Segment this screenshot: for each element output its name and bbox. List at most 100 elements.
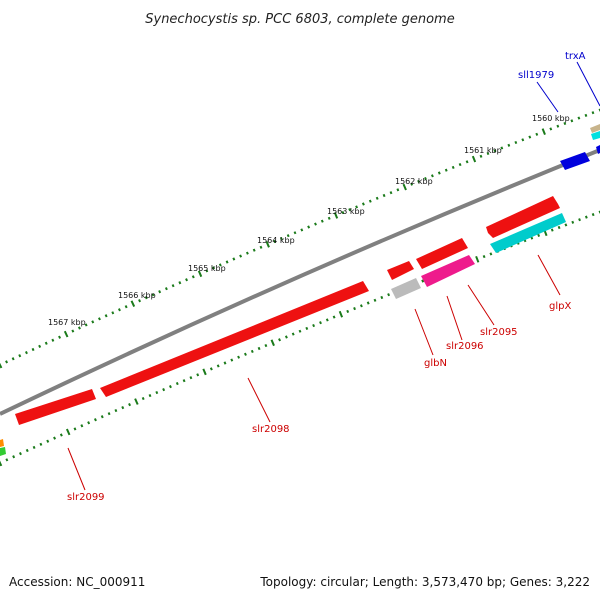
scale-tick-inner: [332, 315, 336, 319]
gene-feature-sll1979[interactable]: [560, 152, 590, 170]
scale-tick-inner: [346, 309, 350, 313]
scale-tick-outer: [556, 124, 560, 128]
scale-tick-inner: [312, 324, 316, 328]
scale-tick-outer: [0, 362, 3, 369]
scale-tick-inner: [39, 442, 43, 446]
scale-tick-outer: [185, 278, 189, 282]
scale-tick-outer: [158, 290, 162, 294]
leader-glpX: [537, 254, 561, 296]
scale-tick-outer: [5, 360, 9, 364]
gene-feature-slr2095[interactable]: [416, 238, 468, 269]
map-title: Synechocystis sp. PCC 6803, complete gen…: [145, 12, 454, 27]
scale-tick-inner: [162, 387, 166, 392]
scale-tick-inner: [216, 364, 220, 368]
scale-tick-inner: [325, 318, 329, 322]
gene-label-trxA[interactable]: trxA: [565, 51, 586, 62]
scale-tick-outer: [570, 119, 574, 123]
accession-label: Accession: NC_000911: [9, 575, 145, 589]
scale-tick-inner: [59, 433, 63, 437]
scale-tick-outer: [514, 140, 518, 145]
scale-tick-inner: [237, 355, 241, 359]
scale-tick-inner: [278, 338, 282, 342]
scale-tick-inner: [421, 279, 425, 283]
scale-tick-outer: [111, 311, 115, 315]
gene-feature-small-tan[interactable]: [590, 124, 600, 133]
gene-feature-glbN[interactable]: [391, 278, 421, 299]
scale-tick-outer: [38, 344, 42, 349]
scale-tick-outer: [368, 199, 372, 203]
scale-tick-outer: [563, 121, 567, 126]
scale-tick-outer: [577, 116, 581, 120]
scale-tick-outer: [375, 196, 379, 200]
scale-tick-inner: [230, 358, 234, 362]
scale-tick-inner: [87, 421, 91, 425]
scale-tick-inner: [73, 427, 77, 431]
scale-tick-outer: [31, 347, 35, 352]
scale-tick-outer: [307, 225, 311, 229]
scale-tick-outer: [191, 275, 195, 279]
scale-ring-inner: [0, 210, 600, 467]
gene-feature-small-cyan[interactable]: [591, 131, 600, 140]
kbp-label: 1567 kbp: [48, 318, 86, 327]
leader-slr2095: [467, 284, 495, 326]
gene-label-sll1979[interactable]: sll1979: [518, 70, 554, 81]
gene-feature-slr2099[interactable]: [15, 389, 96, 425]
scale-tick-outer: [245, 251, 249, 255]
scale-tick-inner: [141, 397, 145, 401]
scale-tick-outer: [584, 113, 588, 117]
scale-tick-outer: [252, 248, 256, 252]
scale-tick-inner: [18, 451, 22, 456]
kbp-labels: 1560 kbp 1561 kbp 1562 kbp 1563 kbp 1564…: [48, 114, 570, 327]
leader-glbN: [414, 308, 434, 356]
scale-tick-outer: [535, 132, 539, 136]
gene-feature-edge-orange[interactable]: [0, 439, 4, 447]
gene-feature-glpX[interactable]: [486, 196, 560, 238]
gene-label-glbN[interactable]: glbN: [424, 358, 447, 369]
kbp-label: 1560 kbp: [532, 114, 570, 123]
scale-tick-outer: [77, 326, 81, 330]
kbp-label: 1563 kbp: [327, 207, 365, 216]
gene-feature-cyan-cds[interactable]: [490, 213, 566, 253]
gene-label-glpX[interactable]: glpX: [549, 301, 571, 312]
gene-label-slr2098[interactable]: slr2098: [252, 424, 290, 435]
scale-tick-outer: [232, 257, 236, 261]
scale-tick-outer: [444, 168, 448, 172]
scale-tick-inner: [134, 398, 139, 405]
scale-tick-inner: [366, 301, 370, 305]
gene-feature-slr2098[interactable]: [100, 281, 369, 397]
scale-tick-inner: [128, 402, 132, 407]
gene-feature-edge-green[interactable]: [0, 447, 6, 456]
scale-tick-inner: [46, 439, 50, 443]
scale-tick-inner: [353, 307, 356, 311]
genome-backbone: [0, 148, 600, 416]
scale-tick-inner: [571, 220, 575, 224]
leader-slr2098: [247, 377, 271, 423]
gene-feature-slr2096[interactable]: [421, 255, 475, 287]
scale-tick-outer: [91, 320, 95, 324]
scale-tick-inner: [578, 218, 581, 222]
scale-tick-inner: [182, 379, 186, 383]
scale-tick-inner: [373, 298, 377, 302]
scale-tick-outer: [348, 208, 352, 212]
gene-label-slr2096[interactable]: slr2096: [446, 341, 484, 352]
scale-tick-inner: [5, 458, 9, 462]
scale-tick-outer: [293, 231, 297, 235]
gene-label-slr2095[interactable]: slr2095: [480, 327, 518, 338]
scale-tick-outer: [218, 263, 222, 267]
scale-tick-outer: [541, 128, 546, 135]
scale-tick-inner: [196, 373, 200, 377]
scale-tick-outer: [521, 138, 525, 142]
scale-tick-outer: [58, 335, 62, 339]
scale-tick-inner: [319, 321, 322, 325]
gene-feature-trxA[interactable]: [596, 145, 600, 154]
gene-label-slr2099[interactable]: slr2099: [67, 492, 105, 503]
gene-features: [0, 124, 600, 456]
scale-tick-inner: [209, 367, 213, 371]
gene-feature-small-red[interactable]: [387, 261, 414, 280]
scale-tick-outer: [507, 143, 511, 147]
scale-tick-outer: [451, 165, 455, 169]
scale-tick-inner: [550, 228, 554, 232]
scale-tick-inner: [270, 339, 275, 347]
scale-tick-outer: [355, 205, 359, 209]
